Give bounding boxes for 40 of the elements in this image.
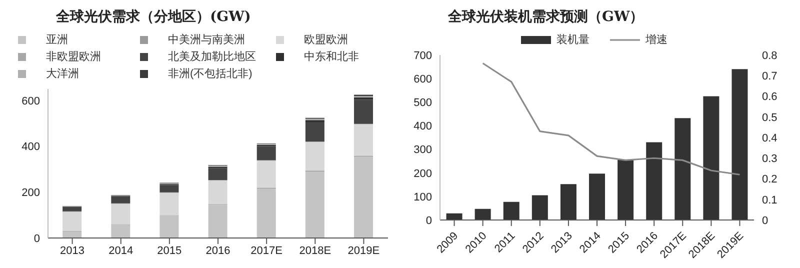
y-tick-label: 600 (414, 73, 432, 86)
x-tick-label: 2014 (108, 244, 134, 257)
chart-title: 全球光伏装机需求预测（GW） (447, 8, 645, 27)
y-tick-label: 700 (414, 50, 432, 62)
y-tick-label: 400 (22, 141, 40, 154)
y-tick-label: 500 (414, 97, 432, 110)
y-tick-label: 0 (426, 214, 432, 227)
legend-label: 中美洲与南美洲 (168, 32, 245, 47)
y2-tick-label: 0.5 (762, 112, 778, 124)
y2-tick-label: 0.8 (762, 50, 778, 62)
y2-tick-label: 0 (762, 214, 768, 227)
y2-tick-label: 0.6 (762, 91, 778, 104)
y-tick-label: 200 (22, 187, 40, 200)
y-tick-label: 200 (414, 168, 432, 180)
legend-label: 非洲(不包括北非) (168, 67, 252, 81)
legend-label: 北美及加勒比地区 (168, 50, 256, 64)
legend-label: 中东和北非 (304, 50, 359, 64)
y-tick-label: 300 (414, 144, 432, 156)
legend-label: 增速 (646, 33, 668, 47)
y2-tick-label: 0.7 (762, 70, 778, 83)
x-tick-label: 2017E (250, 244, 282, 257)
x-tick-label: 2016 (206, 244, 230, 257)
legend-label: 亚洲 (46, 33, 68, 47)
chart-title: 全球光伏需求（分地区）(GW) (55, 8, 252, 27)
legend-label: 大洋洲 (46, 67, 79, 81)
legend-label: 欧盟欧洲 (304, 33, 348, 47)
x-tick-label: 2013 (60, 244, 85, 257)
y2-tick-label: 0.3 (762, 153, 778, 166)
y-tick-label: 0 (34, 232, 40, 245)
x-tick-label: 2015 (157, 244, 182, 257)
x-tick-label: 2018E (299, 244, 332, 257)
y-tick-label: 600 (22, 95, 40, 108)
y2-tick-label: 0.2 (762, 174, 778, 186)
y2-tick-label: 0.4 (762, 132, 778, 144)
legend-label: 非欧盟欧洲 (46, 50, 101, 64)
y2-tick-label: 0.1 (762, 194, 778, 206)
x-tick-label: 2019E (348, 244, 380, 257)
y-tick-label: 400 (414, 120, 432, 133)
legend-label: 装机量 (556, 33, 590, 47)
y-tick-label: 100 (414, 191, 432, 204)
